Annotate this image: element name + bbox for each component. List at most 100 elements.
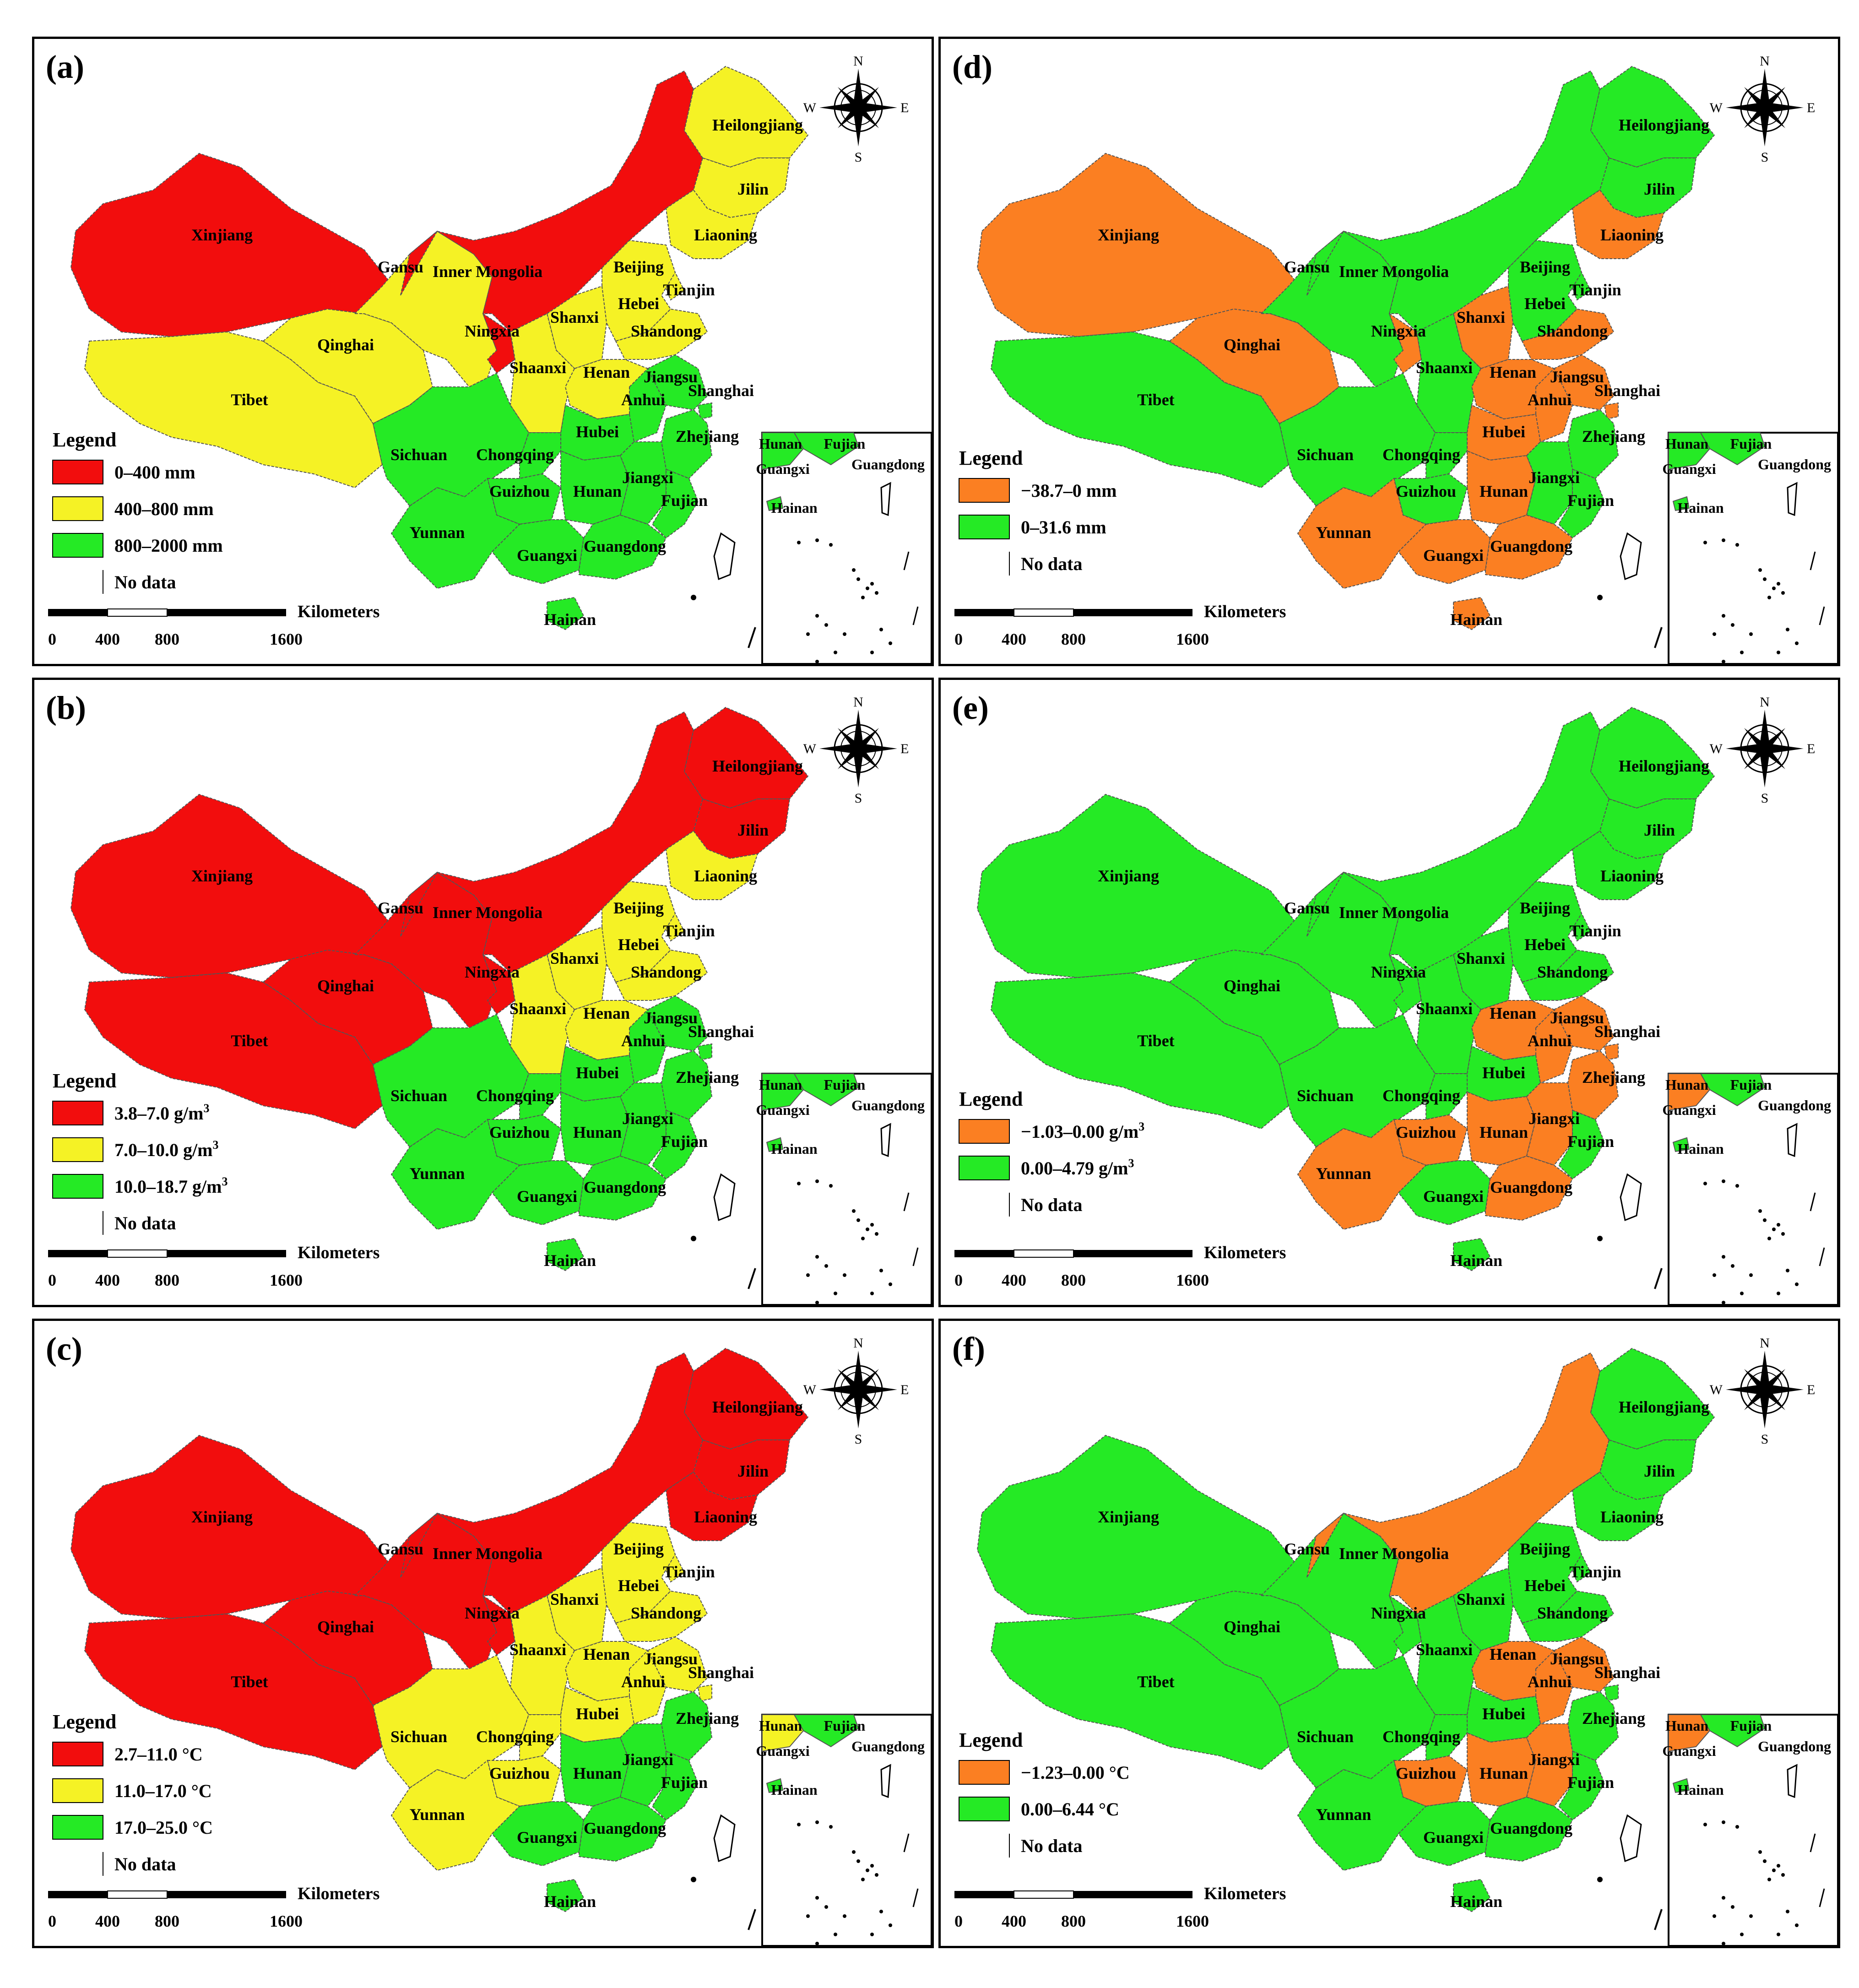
label-shandong: Shandong — [631, 1604, 701, 1622]
province-hunan — [1467, 1091, 1537, 1166]
label-guizhou: Guizhou — [489, 482, 550, 500]
label-zhejiang: Zhejiang — [1582, 1709, 1645, 1727]
province-xinjiang — [70, 1434, 401, 1619]
label-hebei: Hebei — [1524, 935, 1566, 954]
label-heilongjiang: Heilongjiang — [1619, 1398, 1709, 1416]
province-hainan — [1453, 597, 1491, 630]
label-zhejiang: Zhejiang — [676, 1709, 739, 1727]
label-shandong: Shandong — [1537, 1604, 1608, 1622]
legend: Legend −1.03–0.00 g/m3 0.00–4.79 g/m3 No da… — [959, 1088, 1144, 1217]
province-jiangxi — [1526, 1082, 1573, 1166]
label-qinghai: Qinghai — [1224, 977, 1280, 995]
province-guizhou — [487, 1755, 562, 1807]
label-hubei: Hubei — [576, 1705, 619, 1723]
map-svg: Xinjiang Tibet Qinghai Gansu Inner Mongolia N… — [46, 1331, 932, 1946]
label-sichuan: Sichuan — [1297, 1086, 1354, 1105]
province-shaanxi — [1416, 313, 1482, 433]
legend: Legend 2.7–11.0 °C 11.0–17.0 °C 17.0–25.0 °… — [52, 1711, 213, 1876]
province-xinjiang — [976, 152, 1308, 337]
legend-swatch — [52, 1778, 103, 1803]
label-liaoning: Liaoning — [1600, 867, 1664, 885]
label-hunan: Hunan — [1480, 482, 1528, 500]
province-inner-mongolia — [1306, 711, 1610, 974]
label-heilongjiang: Heilongjiang — [712, 757, 803, 775]
scale-bar: Kilometers 0 400 800 1600 — [954, 1243, 1286, 1289]
inset-label: Guangxi — [1662, 461, 1716, 477]
inset-label: Hainan — [1677, 1141, 1724, 1157]
label-henan: Henan — [583, 363, 630, 381]
legend-item-label: 0–31.6 mm — [1021, 517, 1106, 538]
province-jiangxi — [619, 1082, 667, 1166]
label-shaanxi: Shaanxi — [1416, 358, 1473, 377]
label-qinghai: Qinghai — [317, 1618, 374, 1636]
map-svg: Xinjiang Tibet Qinghai Gansu Inner Mongolia N… — [46, 690, 932, 1305]
province-jilin — [1599, 157, 1697, 218]
province-xinjiang — [976, 793, 1308, 978]
label-tibet: Tibet — [231, 1673, 268, 1691]
province-inner-mongolia — [400, 70, 704, 333]
compass-s: S — [1761, 791, 1769, 806]
scale-unit: Kilometers — [298, 602, 379, 621]
scale-tick: 1600 — [1176, 1271, 1209, 1289]
province-shandong — [615, 949, 708, 1001]
province-fujian — [651, 468, 699, 539]
label-guizhou: Guizhou — [1396, 482, 1456, 500]
inset-map: Hunan Fujian Guangxi Guangdong Hainan — [756, 1073, 932, 1305]
inset-label: Hunan — [1665, 1717, 1708, 1734]
legend-swatch — [959, 1833, 1010, 1858]
province-shandong — [1521, 308, 1615, 360]
label-guangxi: Guangxi — [517, 1828, 577, 1847]
label-sichuan: Sichuan — [390, 1727, 447, 1746]
label-guangxi: Guangxi — [517, 1187, 577, 1206]
province-hunan — [560, 1091, 630, 1166]
compass-e: E — [900, 1382, 909, 1397]
scale-tick: 0 — [954, 1912, 963, 1930]
province-guangdong — [579, 1796, 667, 1862]
inset-label: Hunan — [1665, 435, 1708, 452]
label-jilin: Jilin — [737, 1462, 769, 1480]
label-gansu: Gansu — [1284, 1540, 1330, 1558]
legend-title: Legend — [959, 447, 1023, 469]
legend-item-label: No data — [114, 572, 176, 592]
label-gansu: Gansu — [1284, 899, 1330, 917]
province-hebei — [602, 239, 676, 342]
label-xinjiang: Xinjiang — [191, 867, 253, 885]
province-xinjiang — [70, 152, 401, 337]
label-heilongjiang: Heilongjiang — [1619, 116, 1709, 134]
label-hebei: Hebei — [1524, 1576, 1566, 1595]
label-shanghai: Shanghai — [1594, 381, 1660, 400]
label-shanghai: Shanghai — [688, 1663, 754, 1682]
label-guangdong: Guangdong — [584, 537, 666, 555]
label-beijing: Beijing — [1520, 899, 1570, 917]
scale-tick: 0 — [48, 630, 56, 648]
inset-label: Hainan — [771, 500, 818, 516]
compass-e: E — [900, 741, 909, 756]
legend-swatch — [52, 460, 103, 484]
legend-item-label: −38.7–0 mm — [1021, 480, 1116, 501]
province-guizhou — [487, 473, 562, 525]
inset-label: Hainan — [771, 1782, 818, 1798]
label-hunan: Hunan — [573, 482, 622, 500]
legend-item-label: No data — [1021, 1195, 1082, 1215]
legend-title: Legend — [53, 429, 116, 451]
label-hainan: Hainan — [1450, 1251, 1502, 1270]
label-qinghai: Qinghai — [1224, 336, 1280, 354]
label-beijing: Beijing — [613, 258, 664, 276]
label-hainan: Hainan — [544, 1251, 596, 1270]
label-gansu: Gansu — [378, 899, 423, 917]
province-liaoning — [665, 189, 759, 259]
scale-tick: 1600 — [270, 630, 303, 648]
inset-label: Guangdong — [851, 456, 925, 473]
province-jilin — [693, 1439, 791, 1500]
legend-swatch — [52, 570, 103, 594]
province-liaoning — [665, 830, 759, 900]
label-xinjiang: Xinjiang — [191, 226, 253, 244]
province-tibet — [84, 1613, 383, 1771]
label-jilin: Jilin — [1644, 821, 1675, 839]
compass-e: E — [1807, 1382, 1815, 1397]
label-jilin: Jilin — [737, 180, 769, 198]
province-guizhou — [487, 1114, 562, 1166]
province-shaanxi — [509, 954, 575, 1074]
province-fujian — [1558, 1109, 1605, 1180]
